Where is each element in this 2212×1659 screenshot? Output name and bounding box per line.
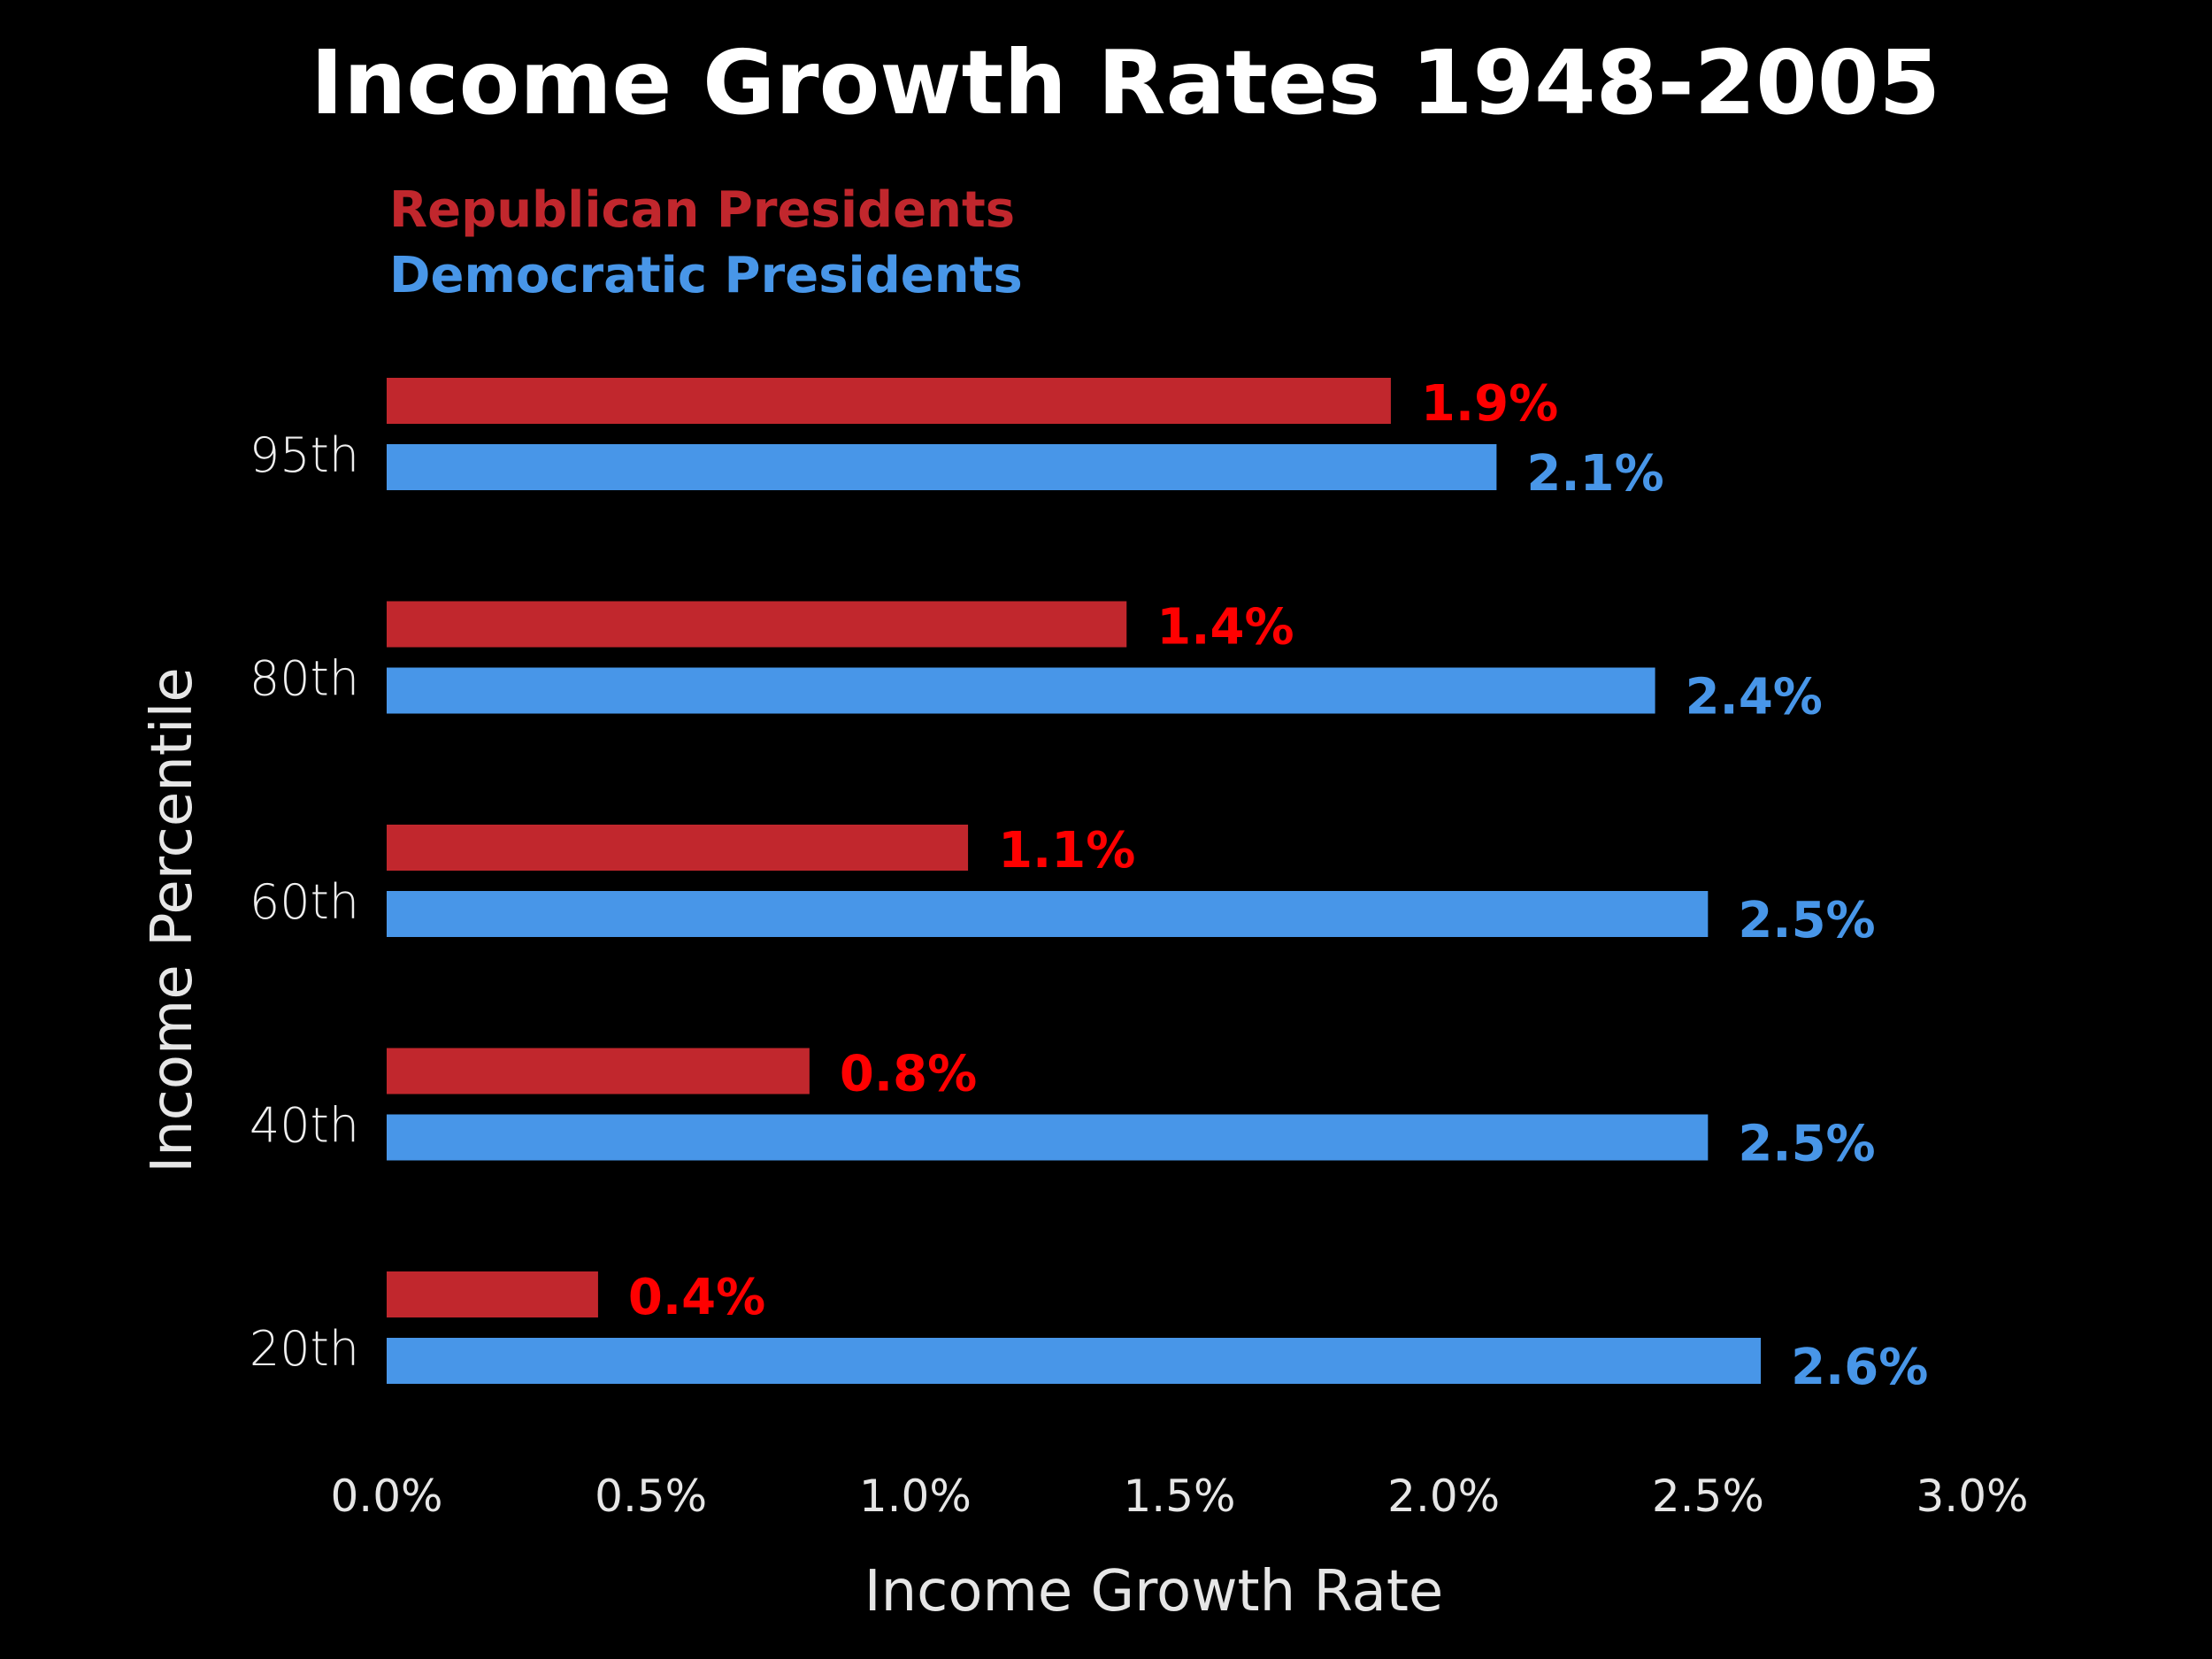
- chart-title: Income Growth Rates 1948-2005: [311, 31, 1940, 134]
- bar-democratic-60th: [387, 891, 1709, 937]
- value-label-republican-60th: 1.1%: [998, 822, 1135, 879]
- legend-republican: Republican Presidents: [389, 181, 1015, 239]
- value-label-republican-20th: 0.4%: [628, 1269, 765, 1326]
- x-ticks-group: 0.0% 0.5% 1.0% 1.5% 2.0% 2.5% 3.0%: [330, 1471, 2028, 1522]
- value-label-democratic-80th: 2.4%: [1686, 669, 1823, 726]
- legend-democratic: Democratic Presidents: [389, 247, 1023, 304]
- value-label-democratic-40th: 2.5%: [1738, 1116, 1875, 1173]
- category-label-40th: 40th: [250, 1098, 359, 1154]
- bar-democratic-95th: [387, 444, 1497, 490]
- bar-republican-60th: [387, 825, 969, 871]
- category-label-60th: 60th: [250, 874, 359, 930]
- value-label-republican-40th: 0.8%: [840, 1046, 977, 1103]
- x-tick-label: 0.0%: [330, 1471, 442, 1522]
- bar-republican-95th: [387, 378, 1391, 424]
- x-tick-label: 1.0%: [859, 1471, 972, 1522]
- value-label-democratic-20th: 2.6%: [1791, 1339, 1928, 1396]
- x-tick-label: 3.0%: [1916, 1471, 2028, 1522]
- bar-republican-40th: [387, 1048, 810, 1094]
- bar-democratic-20th: [387, 1338, 1762, 1384]
- bar-republican-20th: [387, 1271, 598, 1317]
- bar-democratic-80th: [387, 667, 1655, 714]
- bars-group: 95th 1.9% 2.1% 80th 1.4% 2.4% 60th 1.1% 2.5% 40th…: [250, 375, 1929, 1396]
- value-label-democratic-60th: 2.5%: [1738, 892, 1875, 949]
- category-label-20th: 20th: [250, 1321, 359, 1377]
- x-tick-label: 2.5%: [1652, 1471, 1764, 1522]
- bar-republican-80th: [387, 601, 1127, 648]
- category-label-95th: 95th: [250, 427, 359, 483]
- value-label-republican-80th: 1.4%: [1156, 599, 1294, 657]
- y-axis-label: Income Percentile: [140, 667, 205, 1173]
- bar-democratic-40th: [387, 1114, 1709, 1161]
- x-tick-label: 0.5%: [595, 1471, 707, 1522]
- category-label-80th: 80th: [250, 651, 359, 707]
- value-label-republican-95th: 1.9%: [1421, 375, 1558, 433]
- value-label-democratic-95th: 2.1%: [1526, 445, 1663, 503]
- x-axis-label: Income Growth Rate: [864, 1559, 1444, 1624]
- x-tick-label: 2.0%: [1387, 1471, 1500, 1522]
- x-tick-label: 1.5%: [1123, 1471, 1235, 1522]
